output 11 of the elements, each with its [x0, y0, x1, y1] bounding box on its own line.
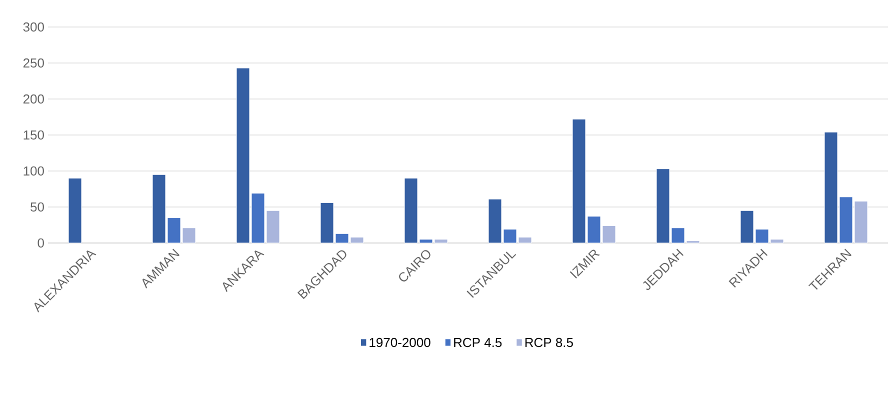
y-tick-label: 100 — [24, 166, 44, 176]
y-tick-label: 250 — [23, 58, 44, 68]
y-tick-label: 0 — [38, 238, 44, 248]
legend-label: RCP 8.5 — [525, 338, 573, 348]
bar — [68, 178, 82, 244]
y-tick-label: 50 — [30, 202, 44, 212]
y-tick-label: 200 — [23, 94, 44, 104]
legend-label: RCP 4.5 — [454, 338, 502, 348]
y-tick-label: 150 — [24, 130, 44, 140]
y-tick-label: 300 — [23, 22, 44, 32]
legend-label: 1970-2000 — [370, 338, 430, 348]
